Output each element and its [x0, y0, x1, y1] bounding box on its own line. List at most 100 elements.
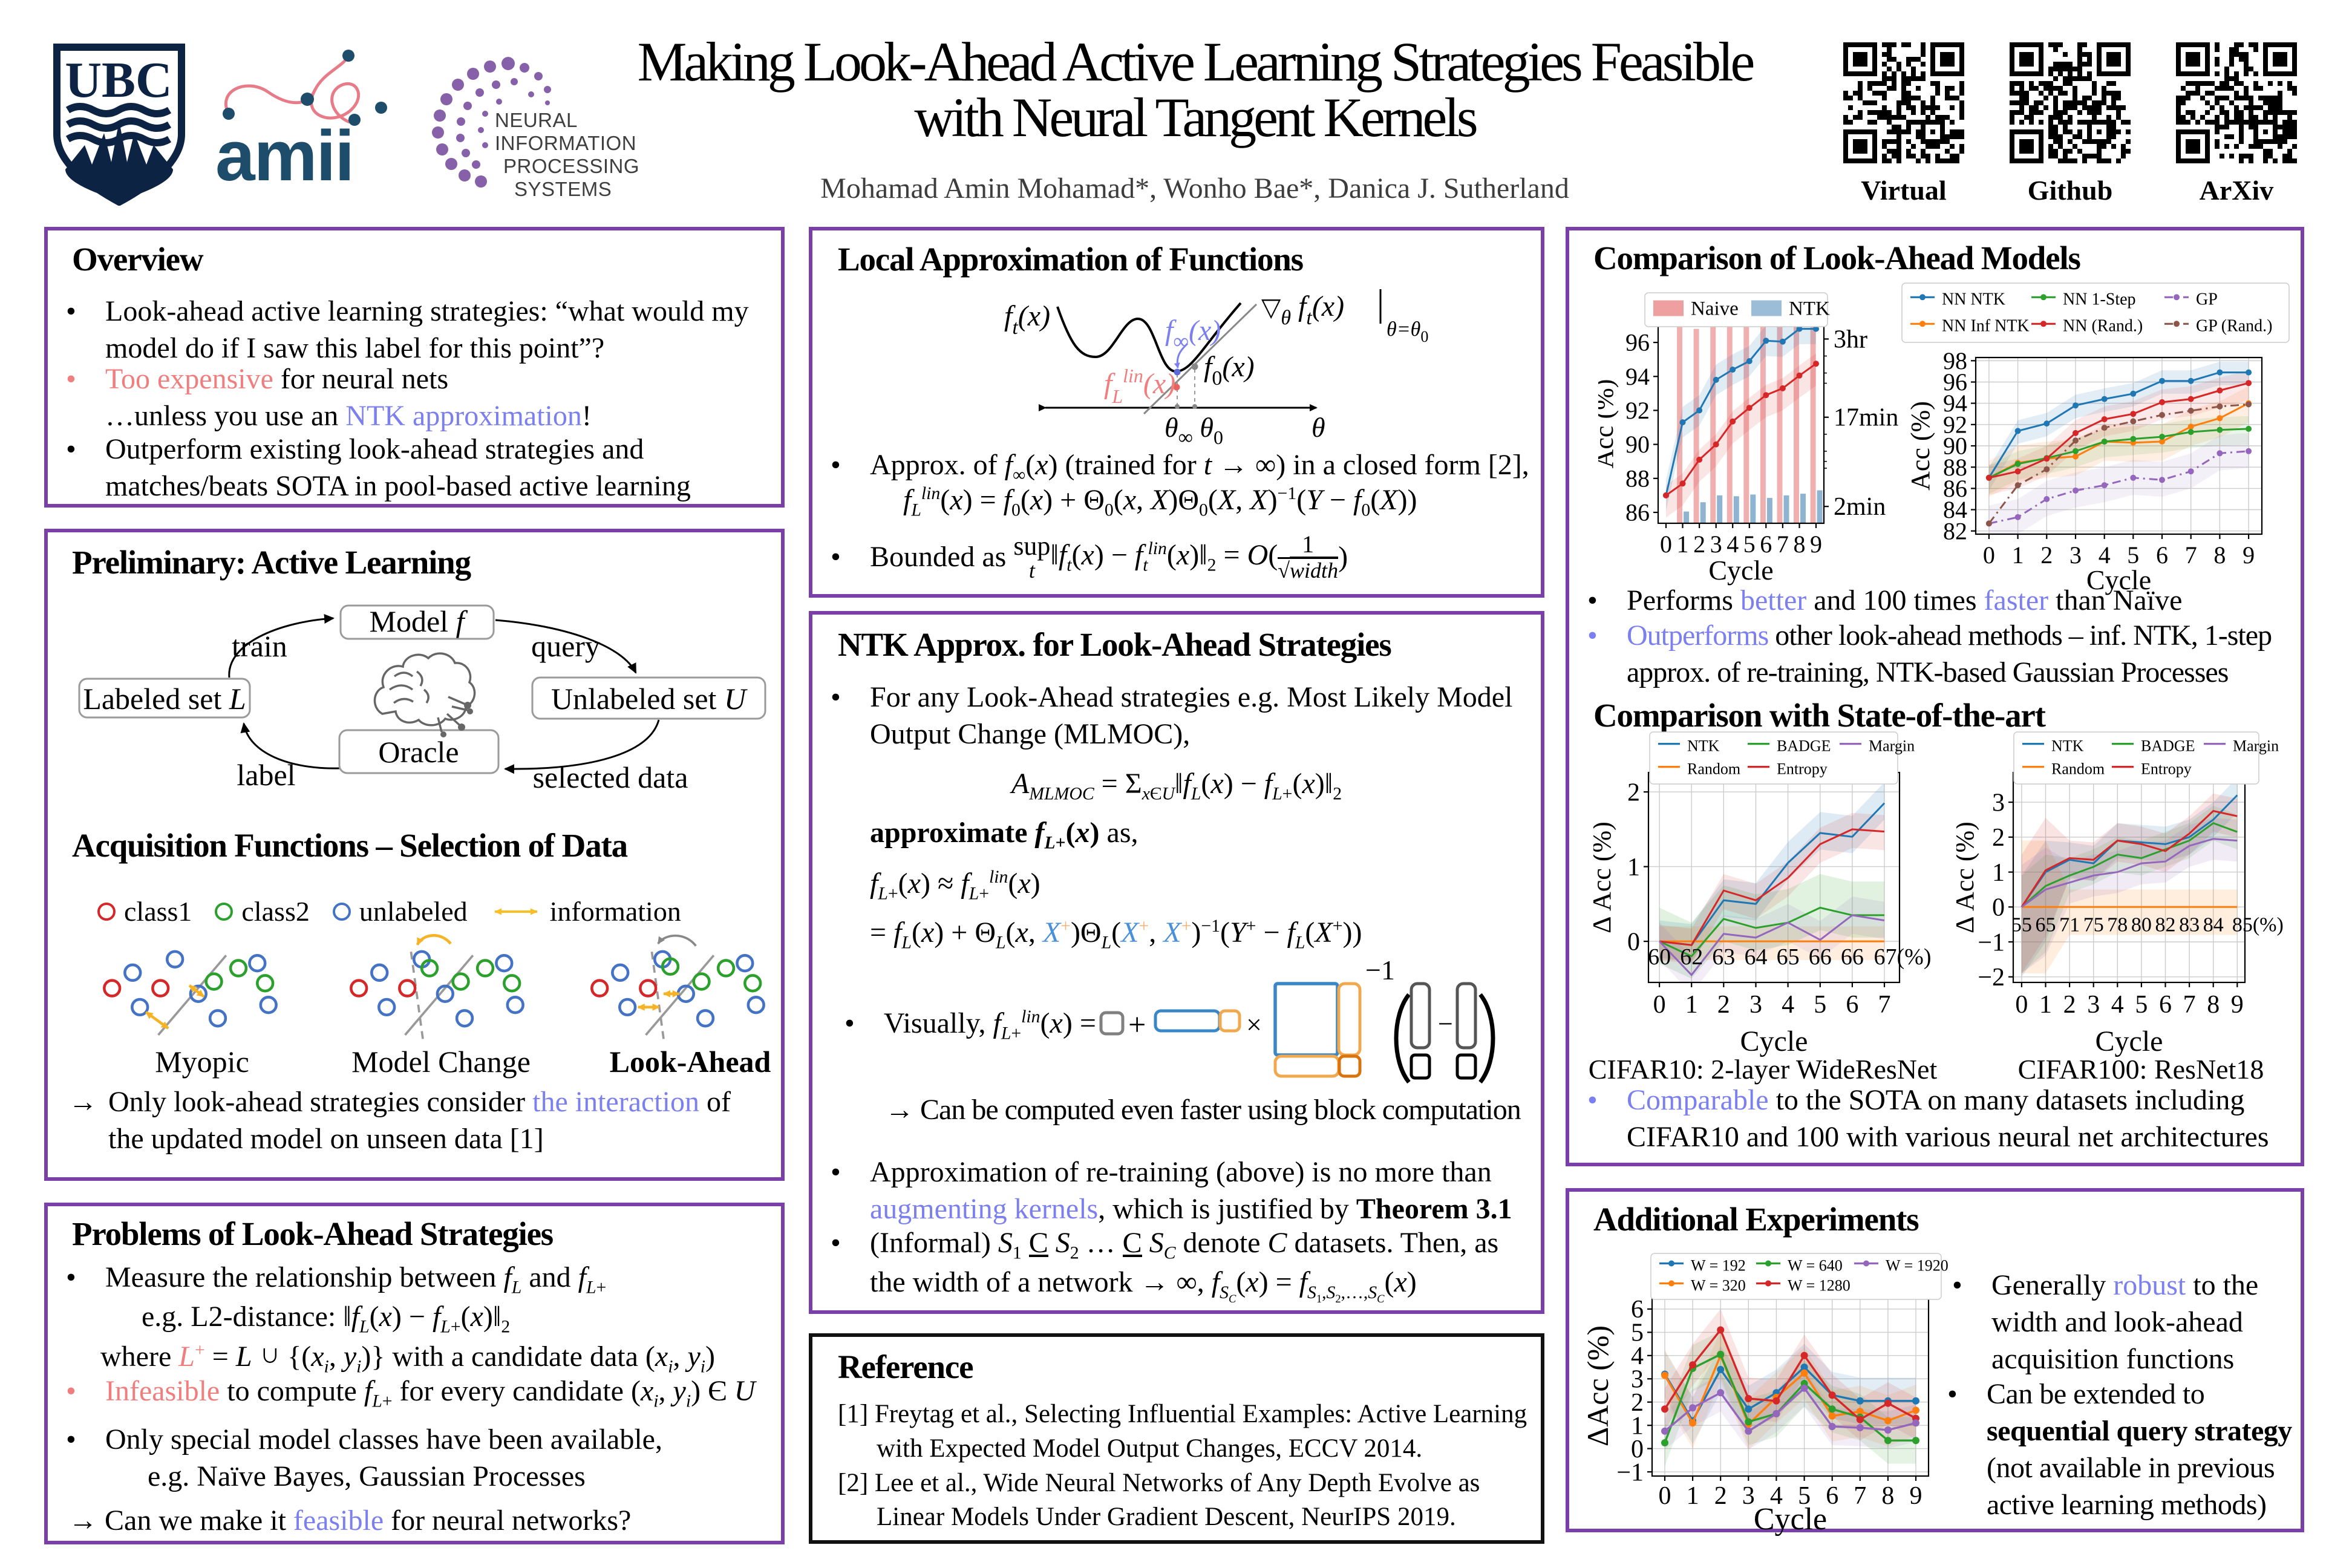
svg-text:17min: 17min: [1834, 404, 1898, 432]
svg-text:71: 71: [2059, 913, 2080, 936]
svg-text:9: 9: [1910, 1482, 1922, 1510]
svg-text:1: 1: [1627, 854, 1640, 881]
svg-text:0: 0: [1660, 531, 1672, 558]
svg-text:SYSTEMS: SYSTEMS: [514, 178, 612, 200]
svg-text:6: 6: [1846, 991, 1858, 1019]
svg-text:94: 94: [1943, 390, 1967, 417]
svg-text:W = 1920: W = 1920: [1886, 1257, 1949, 1275]
svg-text:92: 92: [1625, 397, 1650, 424]
svg-text:1: 1: [1631, 1413, 1644, 1440]
svg-text:2: 2: [1992, 824, 2005, 852]
svg-text:Model Change: Model Change: [351, 1045, 531, 1079]
svg-text:2: 2: [1717, 991, 1730, 1019]
svg-text:83: 83: [2179, 913, 2200, 936]
svg-text:2: 2: [1714, 1482, 1727, 1510]
svg-text:86: 86: [1943, 475, 1967, 502]
svg-text:3: 3: [1749, 991, 1762, 1019]
svg-text:GP (Rand.): GP (Rand.): [2196, 316, 2273, 335]
svg-text:NEURAL: NEURAL: [495, 109, 578, 131]
svg-text:3: 3: [1710, 531, 1722, 558]
svg-text:NN Inf NTK: NN Inf NTK: [1942, 316, 2030, 335]
svg-text:62: 62: [1680, 944, 1703, 970]
svg-text:96: 96: [1943, 368, 1967, 396]
svg-text:80: 80: [2131, 913, 2152, 936]
svg-text:Oracle: Oracle: [378, 735, 459, 769]
svg-text:4: 4: [1726, 531, 1739, 558]
svg-text:4: 4: [1631, 1342, 1644, 1370]
svg-text:6: 6: [2159, 991, 2172, 1019]
svg-text:1: 1: [2012, 541, 2024, 569]
svg-text:6: 6: [1826, 1482, 1838, 1510]
svg-text:5: 5: [2135, 991, 2148, 1019]
svg-text:65: 65: [1777, 944, 1800, 970]
svg-text:Labeled set L: Labeled set L: [83, 682, 246, 716]
svg-text:−1: −1: [1978, 929, 2005, 956]
svg-text:−1: −1: [1365, 961, 1395, 985]
svg-text:94: 94: [1625, 363, 1650, 390]
svg-text:63: 63: [1712, 944, 1735, 970]
svg-text:2: 2: [2063, 991, 2076, 1019]
svg-text:Cycle: Cycle: [2086, 564, 2151, 595]
svg-text:W = 320: W = 320: [1691, 1277, 1746, 1295]
svg-text:96: 96: [1625, 329, 1650, 356]
svg-text:82: 82: [2155, 913, 2176, 936]
svg-text:W = 192: W = 192: [1691, 1257, 1746, 1275]
svg-text:NTK: NTK: [1789, 298, 1830, 320]
svg-text:75: 75: [2083, 913, 2104, 936]
svg-text:84: 84: [2203, 913, 2224, 936]
svg-text:4: 4: [1782, 991, 1794, 1019]
svg-text:88: 88: [1625, 465, 1650, 492]
svg-text:6: 6: [1760, 531, 1772, 558]
svg-text:0: 0: [2015, 991, 2028, 1019]
svg-text:4: 4: [2111, 991, 2124, 1019]
svg-text:×: ×: [1246, 1009, 1262, 1040]
svg-text:4: 4: [2099, 541, 2111, 569]
svg-text:0: 0: [1983, 541, 1995, 569]
svg-text:NTK: NTK: [2051, 737, 2084, 755]
svg-text:Entropy: Entropy: [2141, 760, 2192, 778]
svg-text:6: 6: [2156, 541, 2168, 569]
svg-text:66: 66: [1809, 944, 1832, 970]
svg-text:9: 9: [1810, 531, 1822, 558]
svg-text:9: 9: [2231, 991, 2244, 1019]
svg-text:Margin: Margin: [1869, 737, 1915, 755]
svg-text:Acc (%): Acc (%): [1906, 401, 1935, 491]
svg-text:7: 7: [2185, 541, 2197, 569]
svg-text:1: 1: [1677, 531, 1689, 558]
svg-text:7: 7: [2183, 991, 2196, 1019]
svg-text:PROCESSING: PROCESSING: [503, 155, 639, 177]
svg-text:1: 1: [2039, 991, 2052, 1019]
svg-text:98: 98: [1943, 347, 1967, 374]
svg-text:−: −: [1438, 1009, 1453, 1039]
svg-text:−1: −1: [1616, 1459, 1644, 1486]
svg-text:Look-Ahead: Look-Ahead: [610, 1045, 771, 1079]
svg-text:5: 5: [1798, 1482, 1811, 1510]
svg-text:64: 64: [1745, 944, 1768, 970]
svg-text:60: 60: [1648, 944, 1671, 970]
svg-text:label: label: [237, 758, 295, 792]
svg-text:3: 3: [1631, 1366, 1644, 1394]
svg-text:Naive: Naive: [1691, 298, 1739, 320]
svg-text:2: 2: [1627, 779, 1640, 806]
svg-text:0: 0: [1659, 1482, 1671, 1510]
svg-text:3hr: 3hr: [1834, 325, 1867, 353]
svg-text:INFORMATION: INFORMATION: [495, 132, 636, 154]
svg-text:Cycle: Cycle: [2096, 1025, 2163, 1057]
svg-text:5: 5: [1631, 1319, 1644, 1347]
svg-text:8: 8: [1881, 1482, 1894, 1510]
svg-text:Unlabeled set U: Unlabeled set U: [551, 682, 748, 716]
svg-text:78: 78: [2107, 913, 2128, 936]
svg-text:84: 84: [1943, 496, 1967, 523]
svg-text:GP: GP: [2196, 290, 2218, 309]
svg-text:82: 82: [1943, 517, 1967, 544]
svg-text:W = 640: W = 640: [1788, 1257, 1843, 1275]
svg-text:7: 7: [1854, 1482, 1866, 1510]
svg-text:55: 55: [2011, 913, 2032, 936]
svg-text:0: 0: [1627, 928, 1640, 956]
svg-text:amii: amii: [215, 116, 353, 196]
svg-text:▽θ ft(x): ▽θ ft(x): [1261, 290, 1344, 329]
svg-text:Model f: Model f: [370, 604, 468, 638]
svg-text:θ∞ θ0: θ∞ θ0: [1165, 412, 1223, 448]
svg-text:Random: Random: [1687, 760, 1740, 778]
svg-text:θ=θ0: θ=θ0: [1387, 318, 1428, 345]
